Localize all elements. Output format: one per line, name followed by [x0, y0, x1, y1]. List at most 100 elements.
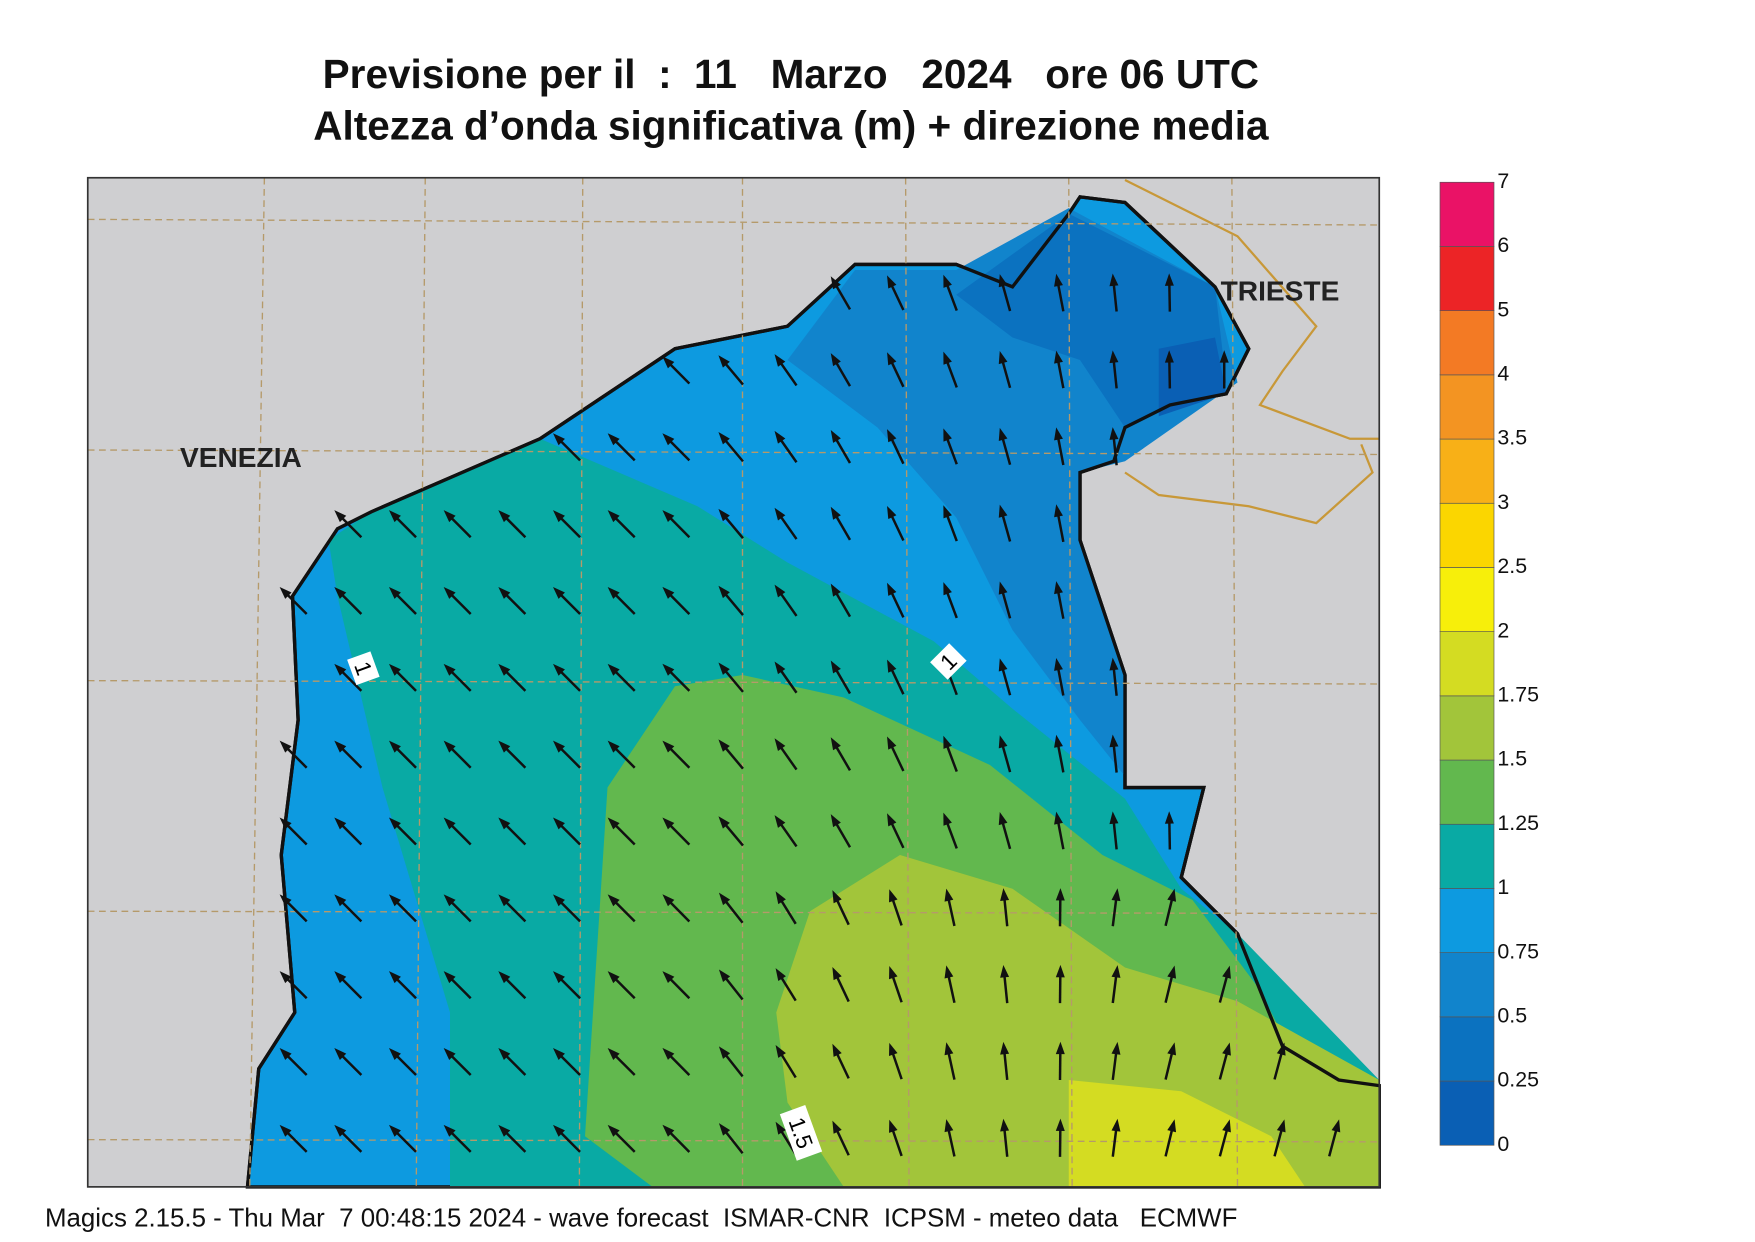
arrow-head [443, 1124, 456, 1137]
arrow-head [718, 1046, 731, 1059]
arrow-head [553, 817, 565, 830]
arrow-head [388, 971, 401, 984]
arrow-head [1222, 1119, 1231, 1133]
arrow-head [718, 662, 730, 675]
arrow-head [443, 971, 456, 984]
legend-label: 1 [1497, 875, 1509, 899]
legend-label: 7 [1497, 169, 1509, 193]
arrow-head [1000, 888, 1010, 901]
arrow-head [553, 1048, 565, 1060]
arrow-head [279, 740, 292, 753]
arrow-head [334, 971, 347, 984]
arrow-head [944, 1119, 954, 1133]
legend-label: 1.25 [1497, 811, 1539, 835]
legend-swatch [1439, 567, 1495, 632]
arrow-head [279, 894, 292, 907]
arrow-head [553, 740, 565, 753]
arrow-head [998, 581, 1008, 595]
arrow-head [830, 583, 841, 597]
arrow-head [998, 812, 1008, 826]
arrow-head [774, 354, 786, 367]
arrow-head [1055, 1041, 1065, 1055]
legend-swatch [1439, 759, 1495, 825]
arrow-head [1054, 581, 1063, 595]
arrow-head [279, 971, 292, 984]
legend-swatch [1439, 310, 1495, 376]
arrow-head [944, 965, 954, 979]
contour-label: 1 [347, 651, 380, 686]
arrow-head [718, 892, 731, 906]
arrow-head [1111, 965, 1121, 978]
arrow-head [1054, 427, 1063, 441]
arrow-head [553, 586, 565, 599]
border [1124, 178, 1380, 440]
arrow-head [388, 817, 401, 830]
arrow-head [662, 510, 675, 523]
arrow-head [607, 1048, 620, 1060]
legend-label: 1.5 [1497, 747, 1527, 771]
arrow-head [607, 1124, 620, 1137]
arrow-head [1167, 1042, 1177, 1056]
arrow-head [498, 663, 511, 676]
arrow-head [498, 1124, 511, 1137]
arrow-head [943, 428, 952, 442]
arrow-head [388, 740, 401, 753]
legend-swatch [1439, 1080, 1495, 1146]
arrow-head [662, 663, 675, 676]
arrow-head [998, 658, 1008, 672]
legend-label: 2 [1497, 618, 1509, 642]
arrow-head [1276, 1119, 1286, 1133]
legend-label: 1.75 [1497, 682, 1539, 706]
map: VENEZIA TRIESTE 1 1 1.5 [86, 176, 1381, 1189]
arrow-head [774, 430, 786, 444]
arrow-head [830, 276, 841, 290]
arrow-head [662, 817, 675, 830]
legend-swatch [1439, 823, 1495, 889]
arrow-head [607, 817, 620, 830]
arrow-head [774, 584, 786, 598]
legend: 0 0.25 0.5 0.75 1 1.25 1.5 1.75 2 2.5 3 3.5 4 5 6 7 [1439, 169, 1539, 1156]
arrow-head [998, 735, 1008, 749]
legend-label: 0.75 [1497, 939, 1539, 963]
place-label: VENEZIA [180, 442, 302, 473]
arrow-head [1054, 657, 1063, 671]
arrow-head [718, 739, 730, 752]
border [1124, 443, 1374, 525]
legend-swatch [1439, 181, 1495, 247]
legend-swatch [1439, 631, 1495, 697]
arrow-head [388, 510, 401, 523]
arrow-head [662, 971, 675, 984]
arrow-head [1219, 350, 1229, 363]
arrow-head [830, 353, 841, 367]
arrow-head [1167, 965, 1177, 979]
arrow-head [943, 274, 952, 288]
arrow-head [889, 966, 898, 980]
arrow-head [498, 971, 511, 984]
arrow-head [832, 966, 842, 981]
arrow-head [388, 663, 401, 676]
arrow-head [889, 889, 898, 903]
arrow-head [775, 1044, 786, 1058]
arrow-head [1054, 811, 1063, 825]
arrow-head [718, 355, 730, 368]
subtitle: Altezza d’onda significativa (m) + direz… [313, 103, 1269, 149]
arrow-head [334, 663, 347, 676]
arrow-head [1164, 273, 1174, 286]
arrow-head [443, 740, 456, 753]
arrow-head [998, 274, 1008, 288]
arrow-head [498, 586, 511, 599]
wave-directions [279, 273, 1341, 1157]
arrow-head [607, 663, 620, 676]
arrow-head [774, 507, 786, 521]
arrow-head [998, 504, 1008, 518]
legend-label: 0.5 [1497, 1003, 1527, 1027]
place-label: TRIESTE [1221, 275, 1340, 306]
legend-label: 6 [1497, 233, 1509, 257]
arrow-head [1222, 965, 1231, 979]
arrow-head [553, 433, 565, 446]
arrow-head [334, 740, 347, 753]
arrow-head [889, 1119, 898, 1133]
arrow-head [775, 1121, 786, 1135]
arrow-head [443, 586, 456, 599]
arrow-head [334, 894, 347, 907]
